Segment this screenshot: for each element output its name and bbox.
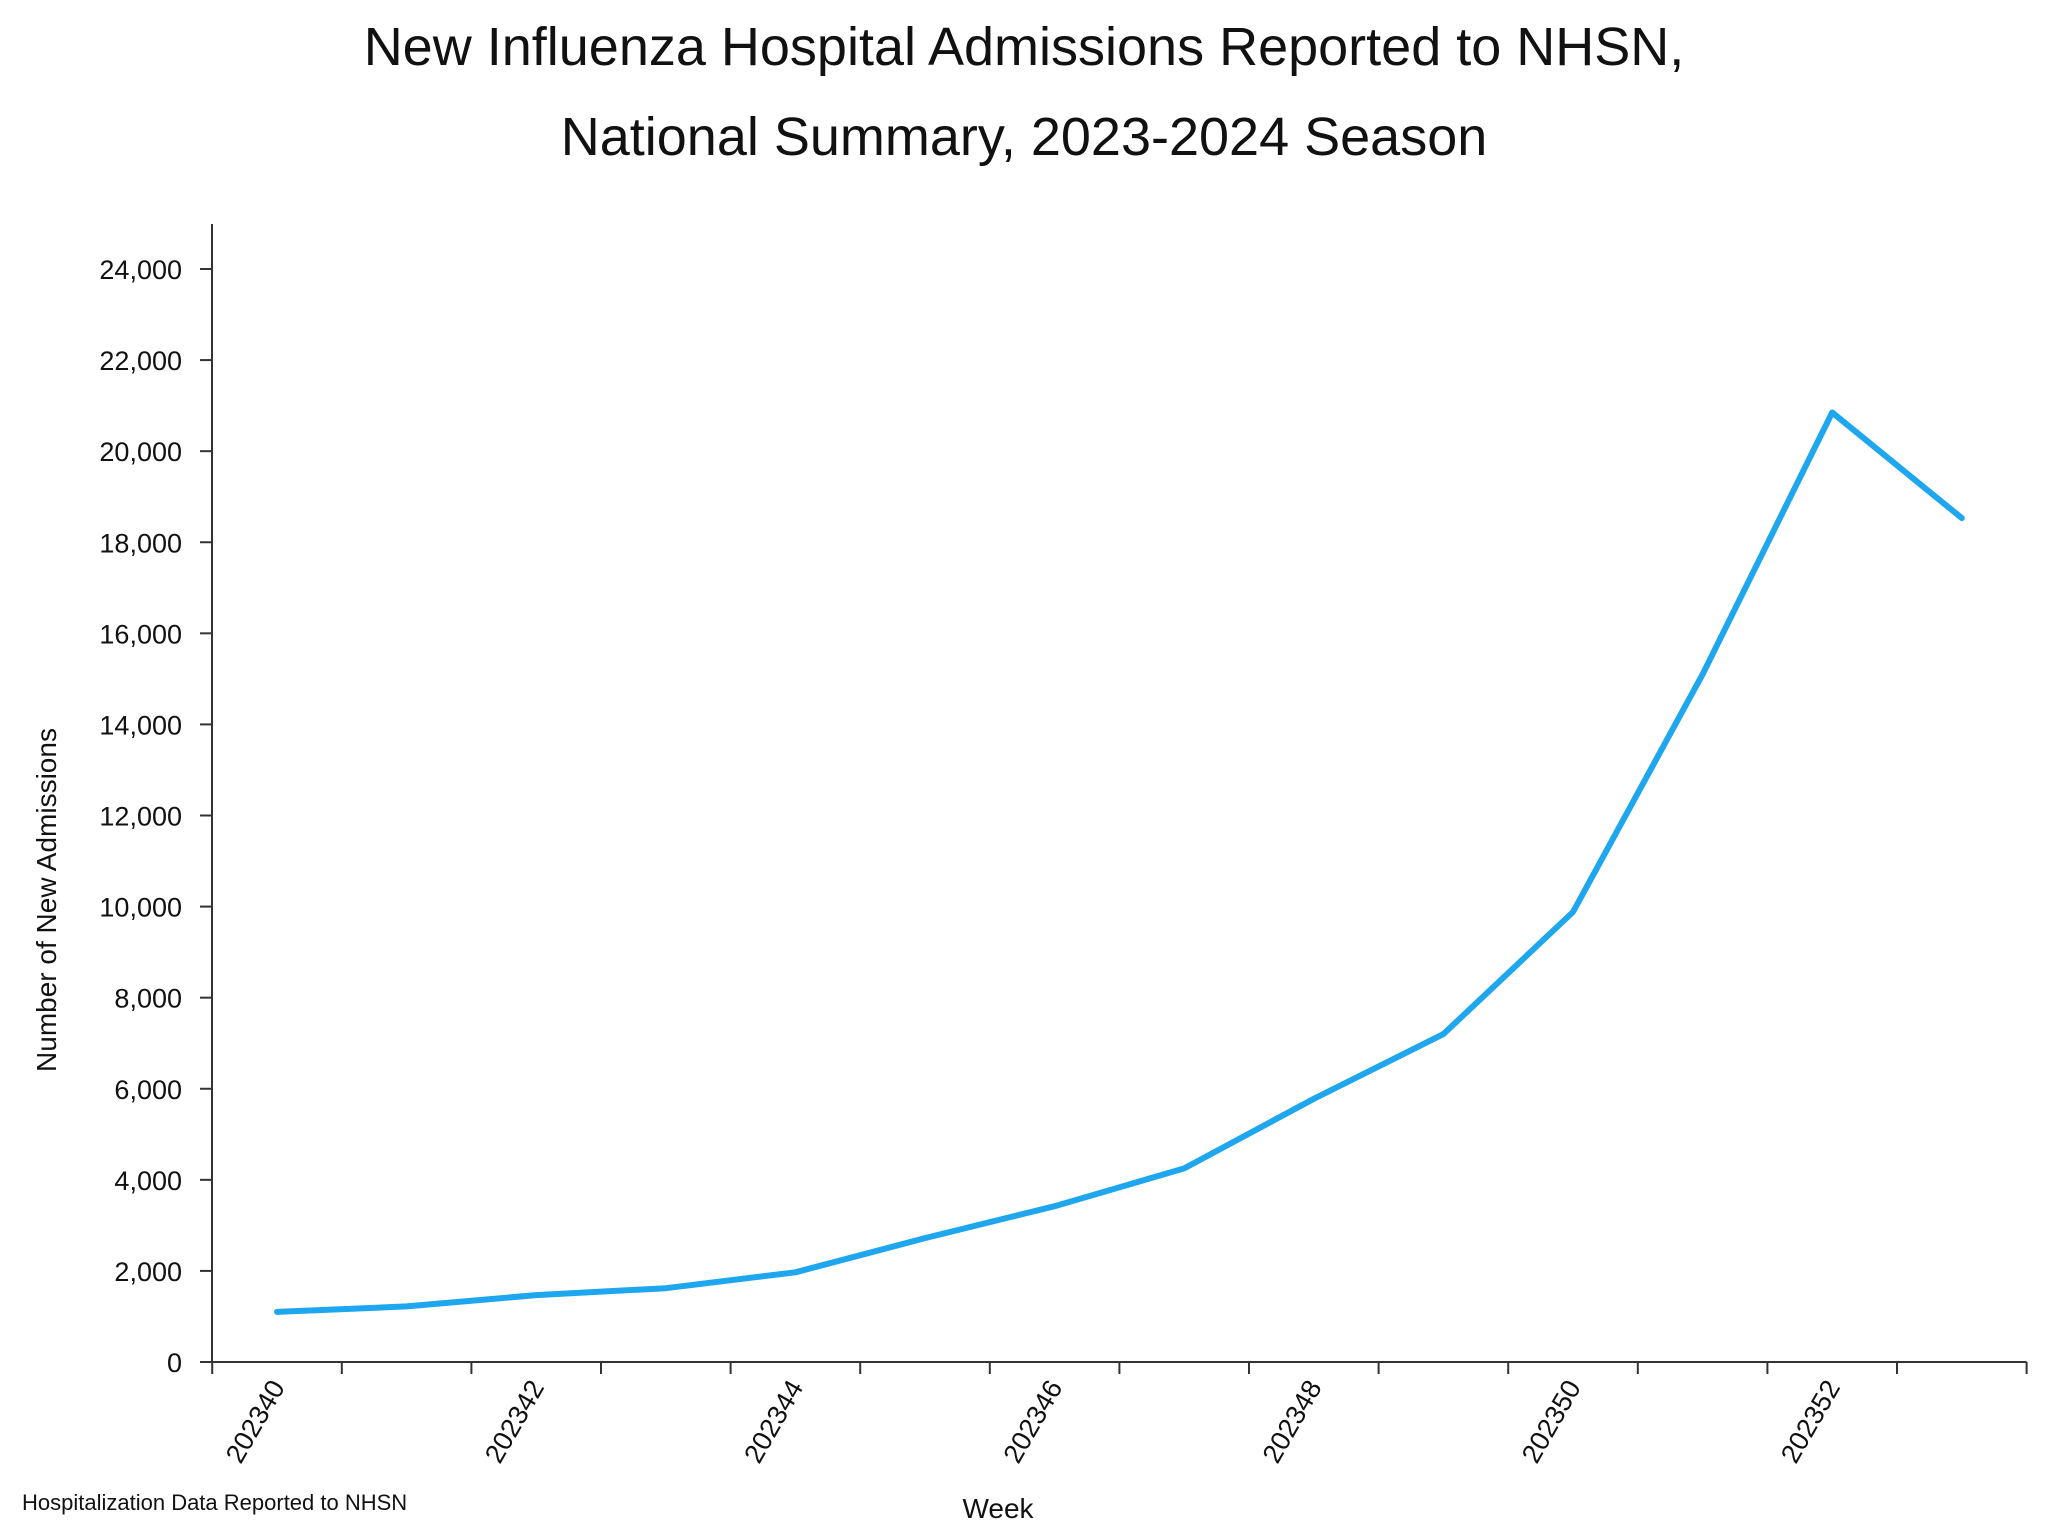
chart-title: New Influenza Hospital Admissions Report… — [364, 17, 1685, 167]
y-axis-ticks: 0 2,000 4,000 6,000 8,000 10,000 12,000 14,000 1… — [99, 255, 212, 1378]
series-group — [274, 409, 1965, 1315]
x-axis-title: Week — [962, 1493, 1034, 1524]
chart-title-line-2: National Summary, 2023-2024 Season — [561, 107, 1488, 167]
x-tick-label: 202340 — [220, 1375, 291, 1468]
x-tick-label: 202348 — [1257, 1375, 1328, 1468]
x-tick-label: 202342 — [479, 1375, 550, 1468]
y-tick-label: 10,000 — [99, 893, 182, 923]
y-tick-label: 0 — [167, 1348, 182, 1378]
x-tick-label: 202350 — [1516, 1375, 1587, 1468]
y-axis-title: Number of New Admissions — [31, 728, 62, 1072]
y-tick-label: 24,000 — [99, 255, 182, 285]
x-tick-label: 202346 — [997, 1375, 1068, 1468]
series-line — [274, 409, 1965, 1315]
y-tick-label: 14,000 — [99, 710, 182, 740]
x-axis-ticks: 202340 202342 202344 202346 202348 202350 2023… — [211, 1362, 2028, 1468]
y-tick-label: 4,000 — [114, 1166, 182, 1196]
y-tick-label: 18,000 — [99, 528, 182, 558]
y-tick-label: 20,000 — [99, 437, 182, 467]
x-tick-label: 202344 — [738, 1375, 809, 1468]
y-tick-label: 2,000 — [114, 1257, 182, 1287]
footnote: Hospitalization Data Reported to NHSN — [22, 1490, 407, 1515]
chart-title-line-1: New Influenza Hospital Admissions Report… — [364, 17, 1685, 77]
y-tick-label: 22,000 — [99, 346, 182, 376]
y-tick-label: 6,000 — [114, 1075, 182, 1105]
y-tick-label: 16,000 — [99, 619, 182, 649]
x-tick-label: 202352 — [1775, 1375, 1846, 1468]
y-tick-label: 12,000 — [99, 802, 182, 832]
y-tick-label: 8,000 — [114, 984, 182, 1014]
